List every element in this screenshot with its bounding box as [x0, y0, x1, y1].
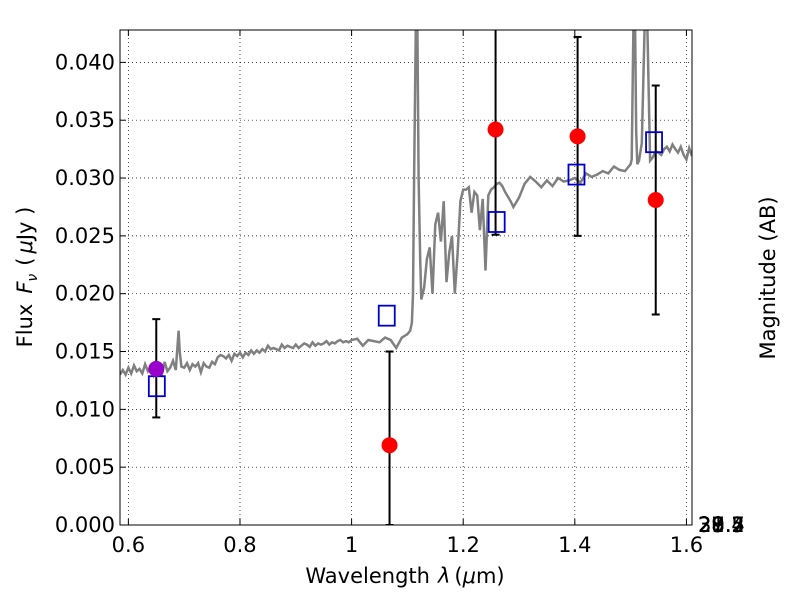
model-spectrum-line — [120, 30, 692, 379]
model-photometry-box — [487, 211, 506, 233]
grid — [120, 30, 692, 526]
y2-axis-label: Magnitude (AB) — [756, 196, 780, 359]
y-tick-label: 0.025 — [55, 224, 115, 248]
observed-point — [647, 192, 664, 209]
plot-area — [120, 30, 692, 525]
observed-point — [569, 128, 586, 145]
x-tick-label: 0.6 — [112, 533, 145, 557]
x-axis-label: Wavelength λ (μm) — [305, 564, 504, 588]
y-tick-label: 0.035 — [55, 108, 115, 132]
x-tick-label: 1.2 — [446, 533, 479, 557]
plot-frame — [119, 29, 693, 526]
y2-tick-label: 29.5 — [698, 513, 745, 537]
x-tick-label: 1 — [345, 533, 358, 557]
y-tick-label: 0.020 — [55, 282, 115, 306]
y-axis-label: FluxFν(μJy ) — [13, 207, 41, 348]
observed-point — [381, 437, 398, 454]
model-photometry-box — [567, 163, 586, 186]
y2-tick-label: 27.4 — [698, 513, 745, 537]
y-tick-label: 0.015 — [55, 340, 115, 364]
axes: 0.6 0.8 1 1.2 1.4 1.6 0.000 0.005 0.010 0.015 0.02… — [55, 30, 745, 557]
y2-tick-label: 30 — [698, 513, 725, 537]
y2-tick-label: 27.7 — [698, 513, 745, 537]
observed-point — [148, 360, 165, 377]
y2-tick-label: 28.2 — [698, 513, 745, 537]
x-tick-label: 1.4 — [558, 533, 591, 557]
y2-tick-label: 29 — [698, 513, 725, 537]
x-tick-label: 0.8 — [223, 533, 256, 557]
y-tick-label: 0.005 — [55, 455, 115, 479]
y2-tick-label: 31 — [698, 513, 725, 537]
observed-point — [487, 121, 504, 138]
y-tick-label: 0.010 — [55, 397, 115, 421]
model-photometry-box — [377, 304, 396, 327]
x-tick-label: 1.6 — [670, 533, 703, 557]
y2-tick-label: 28 — [698, 513, 725, 537]
y-tick-label: 0.000 — [55, 513, 115, 537]
y-tick-label: 0.040 — [55, 50, 115, 74]
model-photometry-box — [645, 131, 663, 154]
y2-tick-label: 28.5 — [698, 513, 745, 537]
y2-tick-label: 27.5 — [698, 513, 745, 537]
y-tick-label: 0.030 — [55, 166, 115, 190]
